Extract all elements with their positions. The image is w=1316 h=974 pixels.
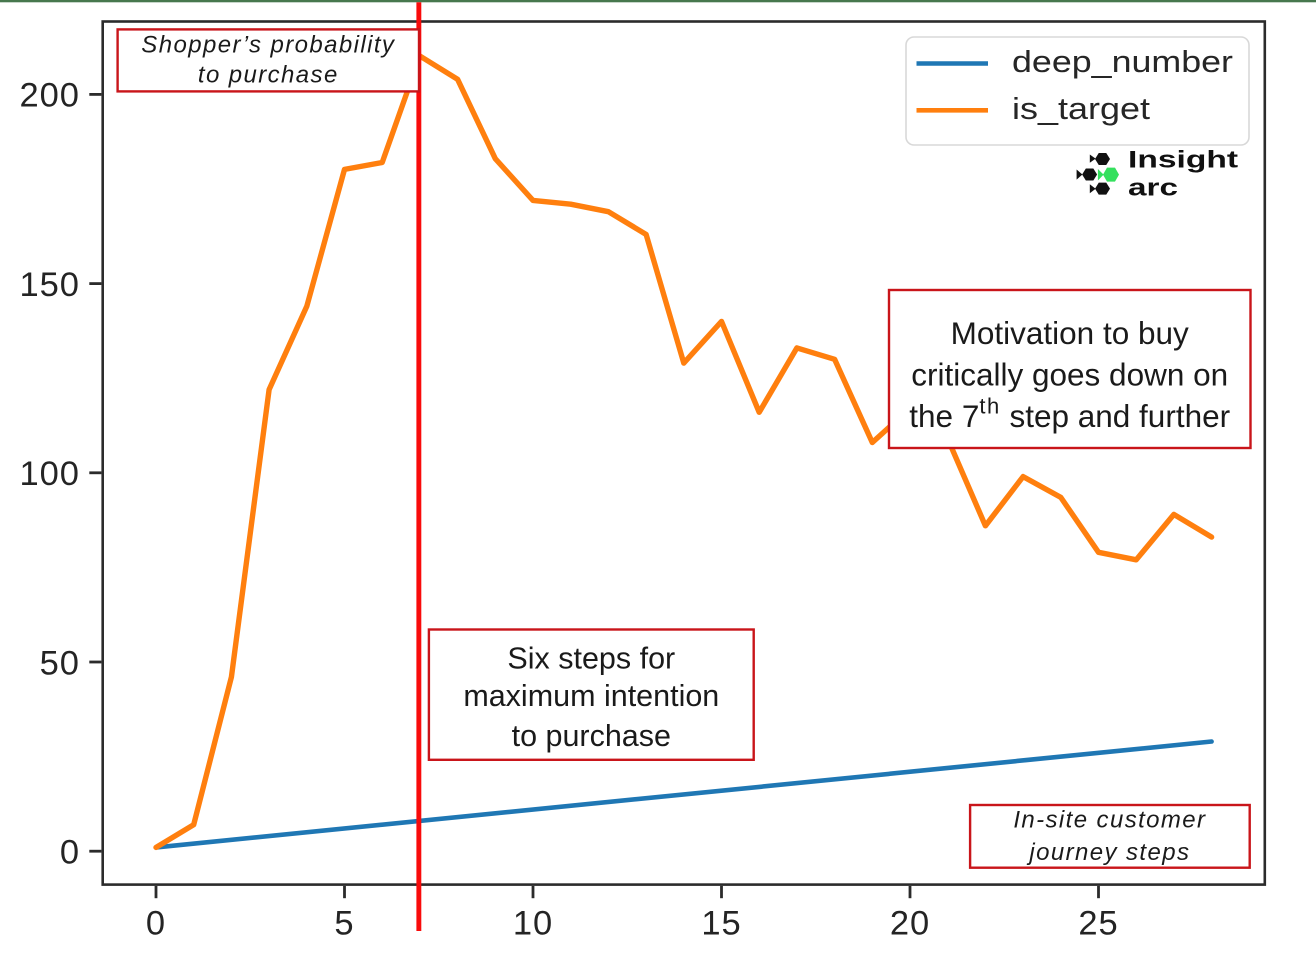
svg-text:journey steps: journey steps (1026, 839, 1190, 866)
svg-text:100: 100 (19, 455, 80, 493)
svg-text:Six steps for: Six steps for (507, 642, 675, 676)
svg-text:10: 10 (513, 905, 553, 943)
svg-text:to purchase: to purchase (198, 62, 339, 89)
svg-text:Insight: Insight (1128, 147, 1238, 174)
svg-text:50: 50 (40, 644, 80, 682)
svg-text:In-site customer: In-site customer (1013, 807, 1206, 834)
svg-text:0: 0 (60, 834, 80, 872)
svg-text:maximum intention: maximum intention (463, 679, 719, 713)
svg-text:0: 0 (146, 905, 166, 943)
svg-text:15: 15 (701, 905, 741, 943)
svg-text:to purchase: to purchase (512, 719, 671, 753)
svg-text:deep_number: deep_number (1012, 44, 1233, 79)
svg-text:Motivation to buy: Motivation to buy (951, 315, 1189, 351)
svg-text:Shopper’s probability: Shopper’s probability (141, 32, 396, 59)
svg-text:the 7th step and further: the 7th step and further (909, 393, 1230, 434)
svg-text:is_target: is_target (1012, 91, 1150, 126)
svg-text:150: 150 (19, 266, 80, 304)
svg-text:critically goes down on: critically goes down on (911, 356, 1228, 392)
svg-text:arc: arc (1128, 175, 1178, 202)
svg-text:200: 200 (19, 77, 80, 115)
svg-text:5: 5 (334, 905, 354, 943)
svg-text:20: 20 (890, 905, 930, 943)
svg-text:25: 25 (1078, 905, 1118, 943)
